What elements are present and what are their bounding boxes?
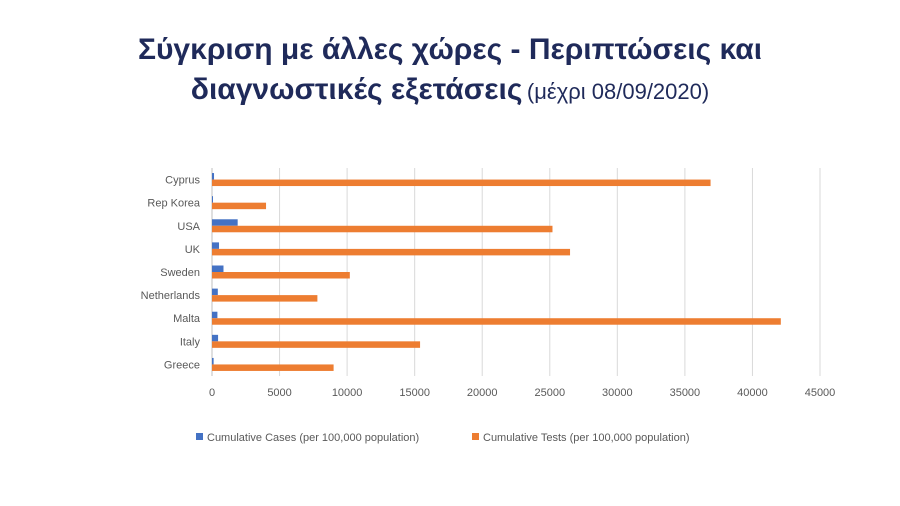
bar-cases bbox=[212, 357, 214, 365]
x-tick-label: 15000 bbox=[399, 387, 430, 399]
bar-tests bbox=[212, 295, 318, 302]
bar-cases bbox=[212, 196, 213, 203]
x-tick-label: 0 bbox=[209, 387, 215, 399]
legend-label: Cumulative Tests (per 100,000 population… bbox=[483, 432, 689, 444]
category-label: Cyprus bbox=[165, 175, 200, 187]
category-label: UK bbox=[185, 244, 201, 256]
bar-tests bbox=[212, 318, 781, 325]
category-label: Greece bbox=[164, 359, 200, 371]
bar-cases bbox=[212, 311, 218, 319]
bar-tests bbox=[212, 179, 711, 187]
x-tick-label: 30000 bbox=[602, 387, 633, 399]
x-tick-label: 35000 bbox=[670, 387, 701, 399]
bar-tests bbox=[212, 202, 267, 210]
x-tick-label: 45000 bbox=[805, 387, 836, 399]
bar-cases bbox=[212, 288, 218, 296]
bar-tests bbox=[212, 272, 350, 279]
bar-cases bbox=[212, 334, 219, 342]
category-label: Netherlands bbox=[141, 290, 201, 302]
legend-swatch bbox=[472, 433, 479, 440]
bar-cases bbox=[212, 242, 220, 249]
bar-tests bbox=[212, 341, 421, 348]
x-tick-label: 20000 bbox=[467, 387, 498, 399]
x-tick-label: 40000 bbox=[737, 387, 768, 399]
x-tick-label: 10000 bbox=[332, 387, 363, 399]
x-tick-label: 25000 bbox=[534, 387, 565, 399]
bar-cases bbox=[212, 173, 215, 180]
bar-tests bbox=[212, 364, 334, 371]
title-line-1: Σύγκριση με άλλες χώρες - Περιπτώσεις κα… bbox=[137, 33, 763, 66]
bar-tests bbox=[212, 225, 553, 233]
category-label: Italy bbox=[180, 336, 201, 348]
slide-title: Σύγκριση με άλλες χώρες - Περιπτώσεις κα… bbox=[0, 30, 900, 115]
legend-swatch bbox=[196, 433, 203, 440]
category-label: USA bbox=[177, 221, 200, 233]
title-date-suffix: (μέχρι 08/09/2020) bbox=[526, 79, 710, 104]
bar-cases bbox=[212, 265, 224, 272]
category-label: Rep Korea bbox=[147, 198, 200, 210]
bar-cases bbox=[212, 219, 238, 226]
category-label: Malta bbox=[173, 313, 201, 325]
category-label: Sweden bbox=[160, 267, 200, 279]
bar-tests bbox=[212, 248, 571, 256]
title-line-2: διαγνωστικές εξετάσεις bbox=[190, 73, 523, 106]
x-tick-label: 5000 bbox=[267, 387, 291, 399]
legend-label: Cumulative Cases (per 100,000 population… bbox=[207, 432, 419, 444]
